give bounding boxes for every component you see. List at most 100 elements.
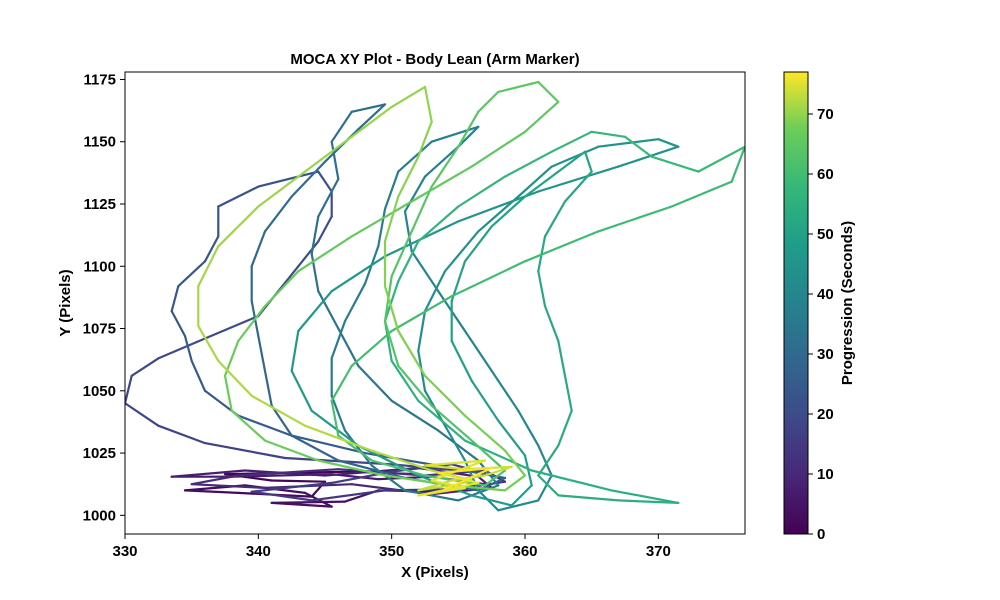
trajectory-segment-14-3 — [330, 399, 340, 437]
trajectory-segment-15-6 — [470, 130, 527, 168]
trajectory-segment-4-3 — [157, 424, 207, 445]
colorbar-tick-label: 70 — [817, 106, 834, 123]
trajectory-segment-12-10 — [530, 469, 613, 492]
trajectory-segment-16-13 — [417, 120, 433, 158]
trajectory-segment-17-3 — [257, 170, 307, 208]
trajectory-segment-16-5 — [503, 449, 527, 477]
trajectory-segment-9-10 — [417, 310, 427, 352]
trajectory-segment-5-7 — [183, 334, 193, 362]
trajectory-segment-3-5 — [250, 490, 313, 502]
trajectory-segment-0-7 — [183, 489, 240, 494]
trajectory-segment-15-8 — [350, 200, 413, 238]
trajectory-segment-4-8 — [203, 315, 260, 340]
trajectory-segment-9-0 — [490, 369, 520, 412]
trajectory-segment-7-10 — [457, 484, 500, 502]
trajectory-segment-9-3 — [537, 474, 553, 502]
y-tick-label: 1025 — [83, 445, 116, 462]
trajectory-segment-6-1 — [337, 459, 407, 480]
trajectory-segment-8-7 — [430, 125, 480, 143]
trajectory-segment-5-1 — [217, 185, 260, 208]
trajectory-segment-15-9 — [297, 235, 353, 273]
trajectory-segment-15-3 — [497, 80, 540, 94]
trajectory-segment-13-8 — [650, 155, 700, 173]
trajectory-segment-13-13 — [523, 230, 600, 263]
trajectory-segment-12-8 — [617, 499, 680, 504]
trajectory-segment-10-11 — [310, 409, 360, 447]
trajectory-segment-4-5 — [125, 374, 133, 405]
trajectory-segment-18-10 — [437, 471, 480, 484]
trajectory-segment-14-11 — [383, 320, 400, 367]
trajectory-segment-7-7 — [390, 399, 440, 432]
trajectory-segment-11-2 — [497, 419, 527, 457]
y-axis-label: Y (Pixels) — [57, 269, 74, 336]
trajectory-segment-2-6 — [190, 483, 267, 489]
trajectory-segment-15-4 — [537, 80, 560, 104]
trajectory-segment-15-11 — [237, 305, 267, 343]
y-tick-label: 1175 — [83, 71, 116, 88]
trajectory-segment-12-3 — [563, 374, 573, 412]
trajectory-segment-15-0 — [430, 145, 460, 188]
trajectory-segment-7-3 — [310, 252, 320, 293]
trajectory-segment-12-9 — [610, 489, 680, 504]
trajectory-segment-18-5 — [423, 459, 487, 467]
trajectory-segment-4-12 — [317, 215, 333, 243]
trajectory-segment-4-7 — [157, 337, 207, 360]
trajectory-segment-15-7 — [410, 165, 473, 203]
trajectory-segment-11-8 — [490, 195, 527, 228]
trajectory-segment-10-2 — [657, 138, 680, 148]
trajectory-segment-13-2 — [417, 205, 460, 243]
trajectory-segment-8-9 — [423, 145, 460, 178]
trajectory-segment-7-11 — [403, 489, 460, 502]
trajectory-segment-18-0 — [417, 479, 453, 492]
colorbar-tick-label: 20 — [817, 406, 834, 423]
trajectory-segment-8-10 — [403, 175, 427, 213]
colorbar-label: Progression (Seconds) — [839, 221, 856, 385]
trajectory-segment-1-9 — [170, 469, 247, 478]
trajectory-segment-15-1 — [457, 110, 480, 148]
chart-title: MOCA XY Plot - Body Lean (Arm Marker) — [290, 51, 579, 68]
trajectory-segment-7-1 — [317, 178, 340, 218]
trajectory-segment-10-4 — [537, 165, 620, 193]
trajectory-segment-12-13 — [390, 359, 420, 402]
x-tick-label: 330 — [112, 543, 137, 560]
x-axis-label: X (Pixels) — [401, 564, 469, 581]
trajectory-segment-4-14 — [317, 170, 333, 193]
y-tick-label: 1050 — [83, 383, 116, 400]
trajectory-segment-16-6 — [463, 414, 507, 452]
trajectory-segment-3-4 — [310, 489, 387, 502]
trajectory-segment-13-11 — [670, 180, 733, 208]
trajectory-segment-16-9 — [383, 285, 400, 333]
trajectory-segment-18-2 — [483, 465, 513, 477]
y-tick-label: 1000 — [83, 507, 116, 524]
x-tick-label: 350 — [379, 543, 404, 560]
trajectory-segment-8-8 — [457, 125, 480, 148]
trajectory-segment-17-2 — [303, 135, 353, 173]
trajectory-segment-12-1 — [543, 305, 560, 343]
trajectory-segment-12-5 — [537, 444, 560, 477]
trajectory-segment-9-12 — [443, 230, 480, 273]
trajectory-segment-16-8 — [397, 329, 427, 377]
y-tick-label: 1100 — [83, 258, 116, 275]
trajectory-segment-13-14 — [450, 260, 527, 298]
trajectory-segment-11-0 — [510, 484, 533, 507]
trajectory-segment-17-4 — [217, 205, 260, 248]
trajectory-segment-6-9 — [263, 195, 293, 233]
trajectory-segment-1-0 — [270, 500, 347, 504]
trajectory-segment-5-0 — [257, 170, 320, 188]
trajectory-segment-10-1 — [597, 138, 660, 148]
trajectory-segment-11-3 — [470, 379, 500, 422]
trajectory-segment-13-9 — [697, 145, 745, 173]
colorbar-axis: 0 10 20 30 40 50 60 70 — [808, 106, 834, 543]
trajectory-segment-6-4 — [263, 369, 273, 407]
y-tick-label: 1150 — [83, 134, 116, 151]
trajectory-segment-6-14 — [330, 110, 353, 143]
trajectory-segment-7-4 — [317, 290, 340, 330]
trajectory-segment-14-10 — [397, 364, 433, 407]
trajectory-segment-12-12 — [417, 399, 467, 442]
trajectory-segment-10-7 — [330, 255, 387, 293]
colorbar-tick-label: 0 — [817, 526, 825, 543]
trajectory-segment-11-7 — [463, 225, 493, 263]
trajectory-segment-14-5 — [370, 459, 427, 477]
trajectory-segment-16-14 — [423, 85, 433, 123]
